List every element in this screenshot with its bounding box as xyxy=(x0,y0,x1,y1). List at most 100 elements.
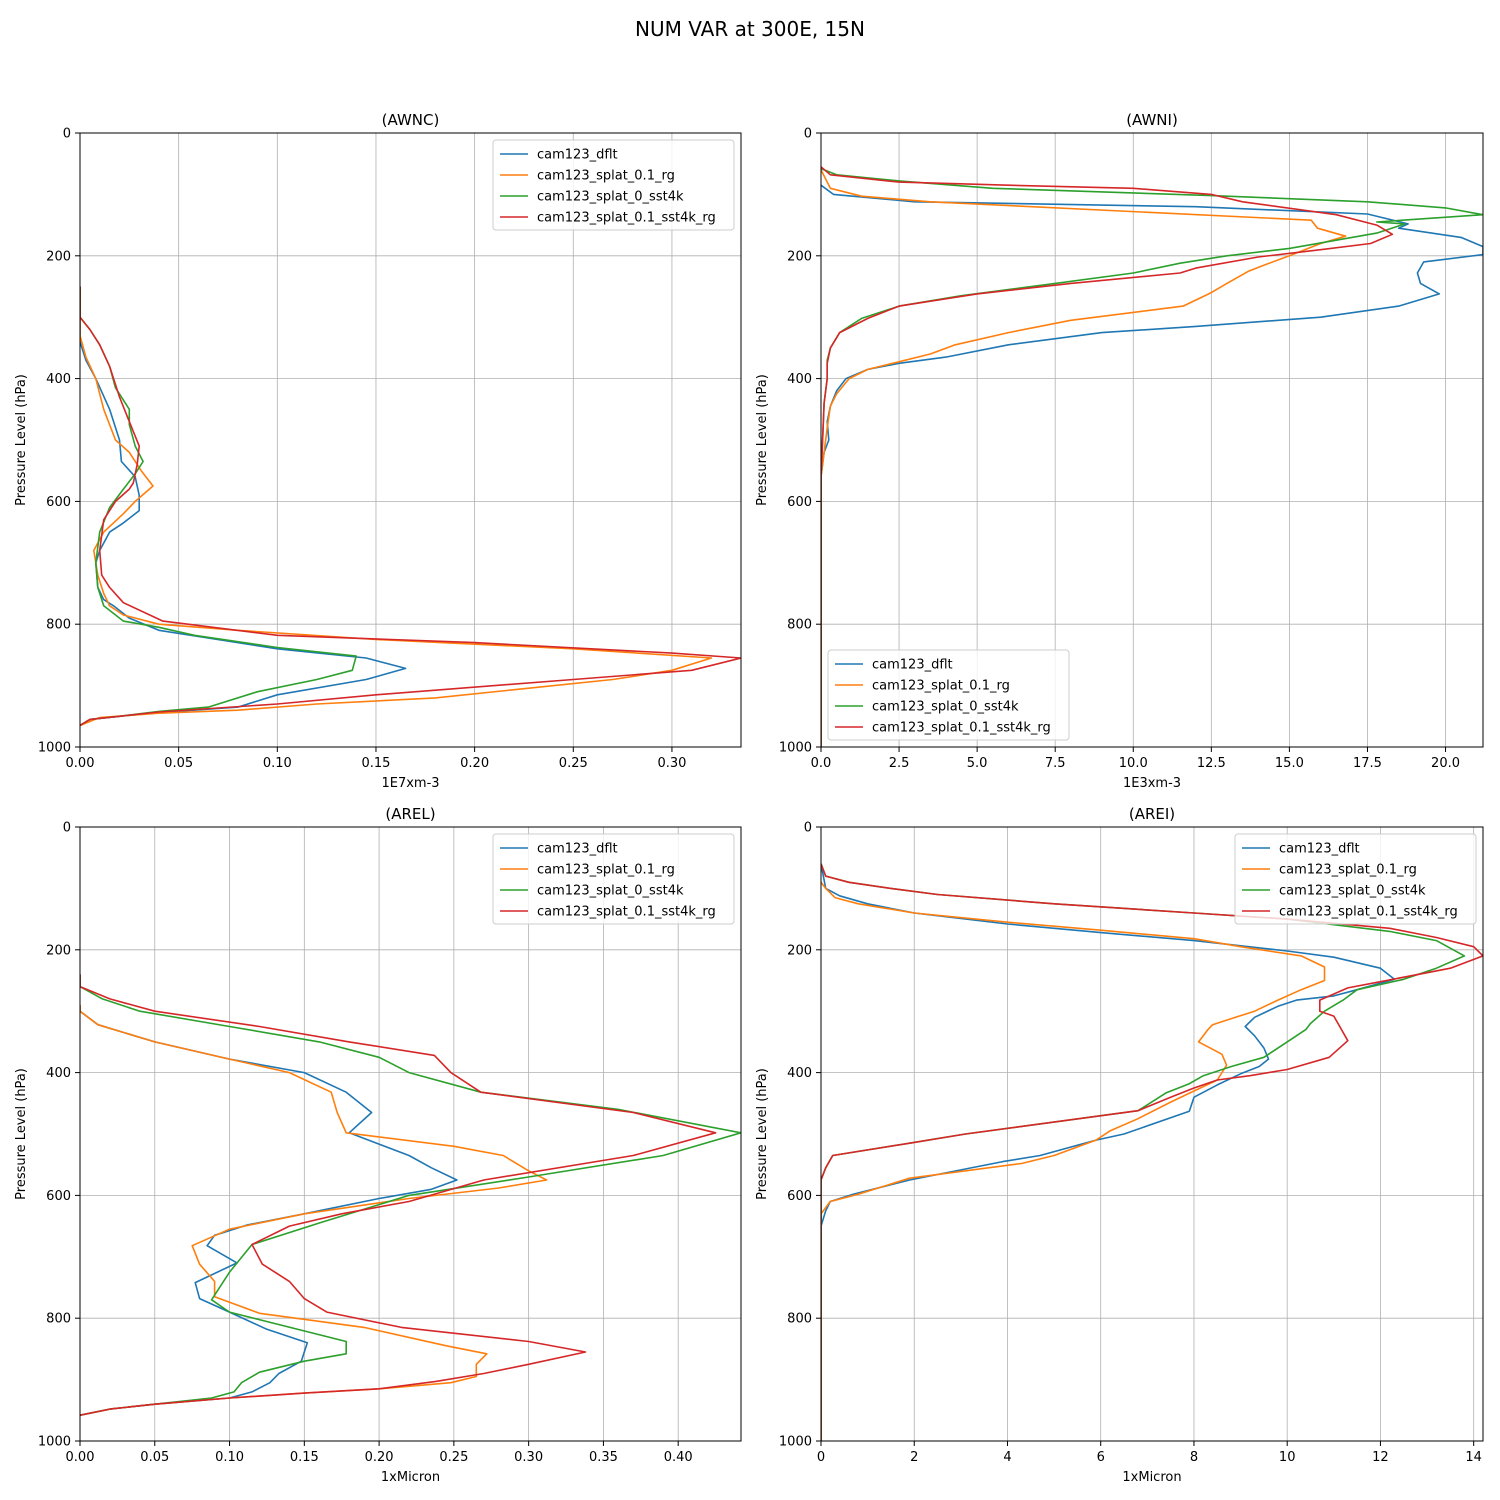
axes-frame xyxy=(820,826,1484,1442)
x-tick-label: 12.5 xyxy=(1197,756,1226,771)
x-tick-label: 5.0 xyxy=(967,756,988,771)
subplots: 0.00 0.05 0.10 0.15 0.20 0.25 0.30020040060080… xyxy=(14,111,1484,1485)
legend-label: cam123_splat_0.1_sst4k_rg xyxy=(537,905,716,920)
legend-label: cam123_splat_0_sst4k xyxy=(1279,884,1426,899)
x-tick-label: 2 xyxy=(910,1450,918,1465)
legend-box xyxy=(1234,833,1477,925)
x-tick-label: 0.35 xyxy=(589,1450,618,1465)
y-tick-label: 1000 xyxy=(779,741,812,756)
axes-frame xyxy=(820,132,1484,748)
x-tick-label: 0.30 xyxy=(657,756,686,771)
legend-label: cam123_dflt xyxy=(872,658,953,673)
y-axis-label: Pressure Level (hPa) xyxy=(14,374,29,506)
y-tick-label: 0 xyxy=(804,821,812,836)
x-tick-label: 12 xyxy=(1372,1450,1389,1465)
series-group xyxy=(80,286,741,727)
legend-label: cam123_splat_0_sst4k xyxy=(872,700,1019,715)
axes-frame xyxy=(79,826,742,1442)
series-line-cam123_splat_0_sst4k xyxy=(80,286,357,727)
series-line-cam123_splat_0.1_rg xyxy=(821,881,1326,1441)
y-tick-label: 400 xyxy=(787,1066,812,1081)
x-tick-label: 14 xyxy=(1465,1450,1482,1465)
series-line-cam123_dflt xyxy=(821,863,1396,1441)
y-tick-label: 0 xyxy=(63,127,71,142)
x-tick-label: 0.0 xyxy=(811,756,832,771)
legend-label: cam123_dflt xyxy=(537,842,618,857)
subplot-0: 0.00 0.05 0.10 0.15 0.20 0.25 0.30 0 200 400 600 80… xyxy=(14,111,742,791)
x-tick-label: 0.00 xyxy=(66,1450,95,1465)
y-tick-label: 1000 xyxy=(38,1435,71,1450)
y-tick-label: 800 xyxy=(46,618,71,633)
x-axis-label: 1E3xm-3 xyxy=(1123,776,1181,791)
subplot-3: 0 2 4 6 8 10 12 14 0 200 400 600 800 1000 (AREI) 1xMicr… xyxy=(755,805,1484,1485)
x-tick-label: 15.0 xyxy=(1275,756,1304,771)
legend-label: cam123_splat_0.1_sst4k_rg xyxy=(1279,905,1458,920)
legend-box xyxy=(492,833,735,925)
x-tick-label: 17.5 xyxy=(1353,756,1382,771)
y-axis-label: Pressure Level (hPa) xyxy=(755,1068,770,1200)
subplot-title: (AWNC) xyxy=(382,111,440,129)
x-tick-label: 0.20 xyxy=(365,1450,394,1465)
series-line-cam123_splat_0.1_rg xyxy=(80,286,713,727)
y-tick-label: 200 xyxy=(46,943,71,958)
series-line-cam123_splat_0.1_sst4k_rg xyxy=(80,286,741,727)
x-tick-label: 8 xyxy=(1190,1450,1198,1465)
legend-label: cam123_splat_0_sst4k xyxy=(537,190,684,205)
legend-label: cam123_splat_0.1_sst4k_rg xyxy=(872,721,1051,736)
y-tick-label: 600 xyxy=(46,1189,71,1204)
subplot-2: 0.00 0.05 0.10 0.15 0.20 0.25 0.30 0.35 0.40 0 200… xyxy=(14,805,742,1485)
y-tick-label: 600 xyxy=(787,495,812,510)
x-tick-label: 0.10 xyxy=(263,756,292,771)
legend-label: cam123_splat_0.1_sst4k_rg xyxy=(537,211,716,226)
x-tick-label: 20.0 xyxy=(1431,756,1460,771)
y-tick-label: 800 xyxy=(787,618,812,633)
figure-title: NUM VAR at 300E, 15N xyxy=(635,17,865,41)
y-tick-label: 800 xyxy=(787,1312,812,1327)
series-line-cam123_splat_0.1_sst4k_rg xyxy=(821,863,1483,1441)
subplot-title: (AREL) xyxy=(385,805,435,823)
legend: cam123_dflt cam123_splat_0.1_rg cam123_spl… xyxy=(492,833,735,925)
series-line-cam123_splat_0.1_sst4k_rg xyxy=(80,974,717,1416)
y-tick-label: 200 xyxy=(787,249,812,264)
legend-label: cam123_splat_0.1_rg xyxy=(537,863,675,878)
y-tick-label: 0 xyxy=(804,127,812,142)
series-group xyxy=(821,863,1483,1441)
series-group xyxy=(80,974,741,1416)
legend-label: cam123_splat_0.1_rg xyxy=(537,169,675,184)
axes-frame xyxy=(79,132,742,748)
legend-label: cam123_splat_0.1_rg xyxy=(872,679,1010,694)
series-line-cam123_dflt xyxy=(80,286,407,727)
x-tick-label: 10 xyxy=(1279,1450,1296,1465)
x-axis-label: 1xMicron xyxy=(1122,1470,1181,1485)
y-axis-label: Pressure Level (hPa) xyxy=(755,374,770,506)
x-tick-label: 0.40 xyxy=(664,1450,693,1465)
y-tick-label: 400 xyxy=(46,372,71,387)
y-tick-label: 400 xyxy=(787,372,812,387)
x-tick-label: 0.25 xyxy=(559,756,588,771)
y-tick-label: 800 xyxy=(46,1312,71,1327)
series-line-cam123_splat_0.1_sst4k_rg xyxy=(821,166,1394,747)
x-tick-label: 0.15 xyxy=(290,1450,319,1465)
legend-label: cam123_splat_0.1_rg xyxy=(1279,863,1417,878)
x-tick-label: 4 xyxy=(1003,1450,1011,1465)
x-axis-label: 1E7xm-3 xyxy=(381,776,439,791)
legend-box xyxy=(827,649,1070,741)
subplot-1: 0.0 2.5 5.0 7.5 10.0 12.5 15.0 17.5 20.0 0 200 400 6… xyxy=(755,111,1484,791)
x-tick-label: 0.15 xyxy=(361,756,390,771)
y-tick-label: 400 xyxy=(46,1066,71,1081)
x-tick-label: 0.05 xyxy=(140,1450,169,1465)
legend-box xyxy=(492,139,735,231)
series-line-cam123_splat_0.1_rg xyxy=(821,169,1347,747)
x-tick-label: 0.20 xyxy=(460,756,489,771)
y-tick-label: 1000 xyxy=(38,741,71,756)
y-tick-label: 600 xyxy=(787,1189,812,1204)
series-line-cam123_dflt xyxy=(80,1005,458,1416)
y-axis-label: Pressure Level (hPa) xyxy=(14,1068,29,1200)
y-tick-label: 200 xyxy=(787,943,812,958)
legend: cam123_dflt cam123_splat_0.1_rg cam123_spl… xyxy=(1234,833,1477,925)
y-tick-label: 200 xyxy=(46,249,71,264)
x-tick-label: 10.0 xyxy=(1119,756,1148,771)
y-tick-label: 0 xyxy=(63,821,71,836)
